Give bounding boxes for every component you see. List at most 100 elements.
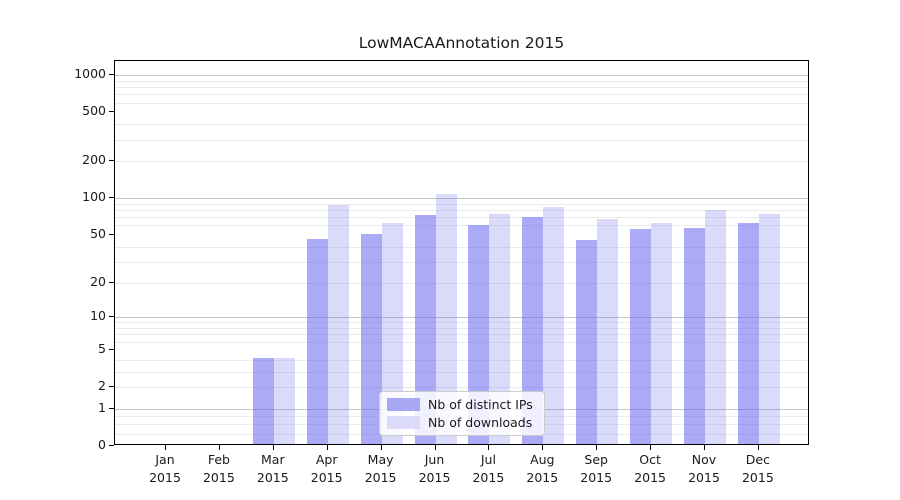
x-tick-label: Jun 2015 — [418, 452, 451, 485]
y-tick-label: 1000 — [74, 66, 106, 82]
y-tick-label: 1 — [98, 399, 106, 415]
x-tick-mark — [165, 445, 166, 450]
bar-nov-downloads — [705, 210, 726, 444]
x-tick-label: Mar 2015 — [256, 452, 289, 485]
minor-gridline — [115, 371, 808, 373]
x-tick-mark — [218, 445, 220, 450]
y-tick-label: 10 — [90, 308, 106, 324]
y-tick-label: 500 — [82, 103, 106, 119]
y-tick-mark — [109, 281, 114, 283]
y-tick-mark — [109, 233, 114, 235]
bar-aug-ips — [522, 216, 544, 444]
minor-gridline — [115, 225, 808, 227]
legend: Nb of distinct IPs Nb of downloads — [379, 391, 545, 436]
bar-jun-downloads — [435, 194, 457, 444]
minor-gridline — [115, 359, 808, 361]
minor-gridline — [115, 161, 808, 163]
y-tick-label: 2 — [98, 378, 106, 393]
minor-gridline — [115, 261, 808, 263]
x-tick-label: Jan 2015 — [149, 452, 181, 485]
minor-gridline — [115, 87, 808, 89]
bar-apr-downloads — [327, 204, 349, 444]
x-tick-label: May 2015 — [364, 452, 397, 485]
y-tick-label: 5 — [98, 340, 106, 356]
y-tick-mark — [109, 160, 114, 162]
legend-label-distinct-ips: Nb of distinct IPs — [428, 397, 533, 412]
y-tick-mark — [109, 316, 114, 318]
bar-aug-downloads — [543, 206, 565, 444]
x-tick-mark — [488, 445, 490, 450]
bar-jul-downloads — [489, 213, 511, 444]
y-tick-mark — [109, 74, 114, 76]
y-tick-mark — [109, 111, 114, 113]
bar-dec-downloads — [758, 213, 780, 444]
y-tick-label: 100 — [82, 189, 106, 205]
minor-gridline — [115, 210, 808, 212]
legend-swatch-distinct-ips — [387, 398, 420, 411]
y-tick-mark — [109, 197, 114, 199]
x-tick-label: Feb 2015 — [202, 452, 235, 485]
minor-gridline — [115, 334, 808, 336]
bar-jun-ips — [414, 215, 436, 444]
plot-area: Nb of distinct IPs Nb of downloads — [114, 60, 809, 445]
minor-gridline — [115, 328, 808, 330]
y-tick-mark — [109, 348, 114, 350]
minor-gridline — [115, 102, 808, 104]
legend-swatch-downloads — [387, 416, 420, 429]
minor-gridline — [115, 217, 808, 219]
y-tick-mark — [109, 407, 114, 409]
y-tick-label: 0 — [98, 437, 106, 452]
x-tick-mark — [380, 445, 382, 450]
bar-sep-ips — [576, 239, 598, 444]
minor-gridline — [115, 124, 808, 126]
bar-oct-ips — [630, 228, 652, 444]
x-tick-mark — [650, 445, 652, 450]
x-tick-label: Apr 2015 — [310, 452, 343, 485]
x-tick-mark — [272, 445, 274, 450]
bar-may-downloads — [381, 223, 403, 444]
major-gridline — [115, 317, 808, 319]
chart-title: LowMACAAnnotation 2015 — [358, 34, 565, 52]
y-tick-label: 50 — [90, 225, 106, 241]
bar-oct-downloads — [651, 222, 673, 444]
minor-gridline — [115, 139, 808, 141]
legend-item-downloads: Nb of downloads — [387, 415, 537, 430]
minor-gridline — [115, 282, 808, 284]
minor-gridline — [115, 341, 808, 343]
x-tick-label: Jul 2015 — [472, 452, 505, 485]
x-tick-label: Oct 2015 — [634, 452, 666, 485]
bar-may-ips — [360, 234, 382, 444]
bar-jul-ips — [468, 225, 490, 444]
bar-nov-ips — [684, 227, 705, 444]
bar-apr-ips — [306, 238, 328, 444]
minor-gridline — [115, 387, 808, 388]
bar-sep-downloads — [597, 219, 619, 444]
x-tick-mark — [596, 445, 598, 450]
x-tick-mark — [434, 445, 436, 450]
x-tick-mark — [704, 445, 705, 450]
x-tick-label: Sep 2015 — [580, 452, 613, 485]
x-tick-label: Dec 2015 — [741, 452, 774, 485]
bar-mar-ips — [252, 357, 274, 444]
minor-gridline — [115, 203, 808, 205]
y-tick-mark — [109, 445, 114, 446]
minor-gridline — [115, 322, 808, 324]
major-gridline — [115, 75, 808, 77]
y-tick-label: 20 — [90, 273, 106, 289]
bar-dec-ips — [737, 223, 759, 444]
y-tick-mark — [109, 386, 114, 387]
minor-gridline — [115, 246, 808, 248]
x-tick-mark — [757, 445, 759, 450]
minor-gridline — [115, 80, 808, 82]
major-gridline — [115, 198, 808, 200]
y-tick-label: 200 — [82, 152, 106, 168]
legend-label-downloads: Nb of downloads — [428, 415, 533, 430]
x-tick-mark — [542, 445, 544, 450]
x-tick-label: Aug 2015 — [526, 452, 559, 485]
x-tick-label: Nov 2015 — [688, 452, 720, 485]
legend-item-distinct-ips: Nb of distinct IPs — [387, 397, 537, 412]
x-tick-mark — [326, 445, 328, 450]
minor-gridline — [115, 94, 808, 96]
bar-mar-downloads — [273, 357, 295, 444]
